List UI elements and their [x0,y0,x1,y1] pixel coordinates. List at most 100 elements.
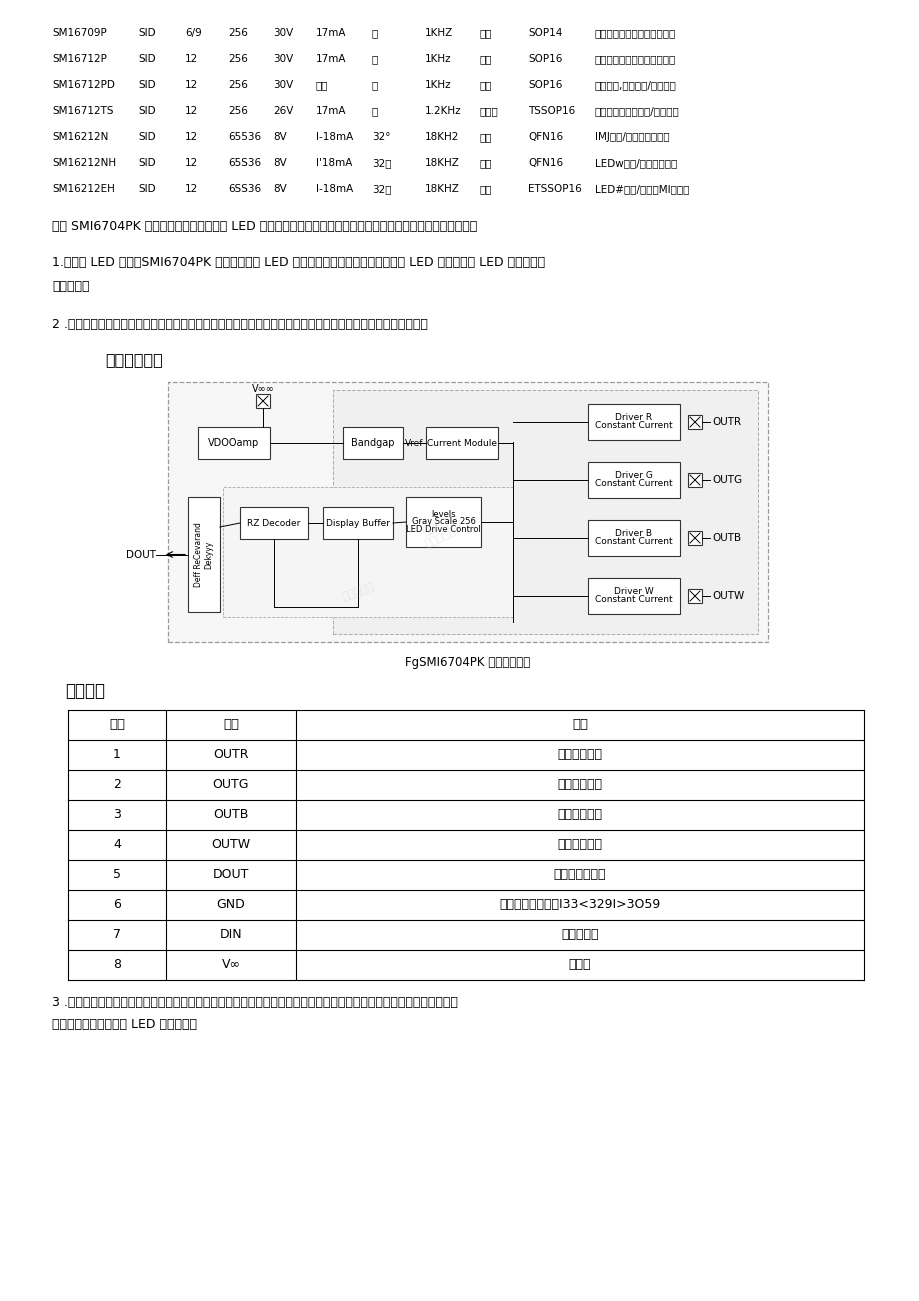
Bar [240,507,308,539]
Bar [405,497,481,546]
Bar [323,507,392,539]
Text: TSSOP16: TSSOP16 [528,105,574,116]
Text: 30V: 30V [273,29,293,38]
Text: SOP16: SOP16 [528,79,562,90]
Bar [168,382,767,641]
Text: 亮白光: 亮白光 [480,105,498,116]
Text: 12: 12 [185,131,198,142]
Text: Current Module: Current Module [426,438,496,448]
Text: FgSMI6704PK 内部功能框图: FgSMI6704PK 内部功能框图 [405,656,530,669]
Text: Constant Current: Constant Current [595,422,672,431]
Bar [687,474,701,487]
Text: DIN: DIN [220,929,242,942]
Text: 256: 256 [228,105,247,116]
Text: 和便利性。: 和便利性。 [52,280,89,293]
Text: 级联信号装出端: 级联信号装出端 [553,869,606,882]
Text: 30V: 30V [273,55,293,64]
Text: 65S36: 65S36 [228,157,261,168]
Text: SID: SID [138,79,155,90]
Text: 信号输入端: 信号输入端 [561,929,598,942]
Bar [587,405,679,440]
Text: 6/9: 6/9 [185,29,201,38]
Text: SM16709P: SM16709P [52,29,107,38]
Text: levels: levels [431,510,455,519]
Text: SID: SID [138,157,155,168]
Text: Gray Scale 256: Gray Scale 256 [411,518,475,527]
Text: 8: 8 [113,959,121,972]
Text: V∞∞: V∞∞ [251,384,274,394]
Text: DOUT: DOUT [212,869,249,882]
Text: 装饰照明、建筑外切情景照明: 装饰照明、建筑外切情景照明 [595,55,675,64]
Text: 30V: 30V [273,79,293,90]
Text: SID: SID [138,105,155,116]
Text: 26V: 26V [273,105,293,116]
Text: Driver W: Driver W [614,588,653,596]
Text: OUTG: OUTG [711,475,742,485]
Text: 32级: 32级 [371,157,391,168]
Text: 8V: 8V [273,157,287,168]
Text: Bandgap: Bandgap [351,438,394,448]
Text: 名称: 名称 [222,718,239,731]
Text: SID: SID [138,29,155,38]
Text: SM16212NH: SM16212NH [52,157,116,168]
Text: SM16712P: SM16712P [52,55,107,64]
Bar [587,520,679,556]
Text: 编号: 编号 [108,718,125,731]
Text: Vref: Vref [404,438,423,448]
Text: 256: 256 [228,55,247,64]
Text: 恒流物动端口: 恒流物动端口 [557,748,602,761]
Text: 8V: 8V [273,183,287,194]
Text: 8V: 8V [273,131,287,142]
Text: 装饰照明、建筑外觉/情景照明: 装饰照明、建筑外觉/情景照明 [595,105,679,116]
Text: 1.2KHz: 1.2KHz [425,105,461,116]
Text: 17mA: 17mA [315,105,346,116]
Text: 5: 5 [113,869,121,882]
Text: 功能: 功能 [572,718,587,731]
Text: 白光: 白光 [480,55,492,64]
Text: 电源端: 电源端 [568,959,591,972]
Bar [187,497,220,611]
Bar [425,427,497,459]
Text: V∞: V∞ [221,959,240,972]
Text: 关闭: 关闭 [480,131,492,142]
Text: 装饰照明、建筑外知情景照明: 装饰照明、建筑外知情景照明 [595,29,675,38]
Text: 18KHZ: 18KHZ [425,183,460,194]
Text: 3: 3 [113,808,120,821]
Text: 17mA: 17mA [315,29,346,38]
Text: 内部功能框图: 内部功能框图 [105,353,163,367]
Text: LEDw条屏/透明屏明灯其: LEDw条屏/透明屏明灯其 [595,157,676,168]
Text: 1KHz: 1KHz [425,79,451,90]
Text: 7: 7 [113,929,121,942]
Text: 3 .单极性归零码数据协议：该芒片采用单极性归零码数据协议，这种协议具有数据传输速度快、抗干扰能力强、传输距离: 3 .单极性归零码数据协议：该芒片采用单极性归零码数据协议，这种协议具有数据传输… [52,997,458,1010]
Text: 6: 6 [113,899,120,912]
Bar [198,427,269,459]
Text: SOP16: SOP16 [528,55,562,64]
Text: 18KH2: 18KH2 [425,131,459,142]
Text: I'18mA: I'18mA [315,157,352,168]
Text: 6SS36: 6SS36 [228,183,261,194]
Text: LED Drive Control: LED Drive Control [405,526,481,533]
Bar [255,394,269,409]
Text: 关闭: 关闭 [480,157,492,168]
Text: SM16212EH: SM16212EH [52,183,115,194]
Text: OUTR: OUTR [711,418,741,427]
Text: SID: SID [138,131,155,142]
Text: I-18mA: I-18mA [315,131,353,142]
Text: OUTB: OUTB [711,533,741,543]
Bar [587,578,679,614]
Text: RZ Decoder: RZ Decoder [247,519,301,527]
Text: VDOOamp: VDOOamp [208,438,259,448]
Text: Driver G: Driver G [615,471,652,480]
Text: 敏锐科电
超好，尤子: 敏锐科电 超好，尤子 [418,515,457,549]
Text: 2: 2 [113,778,120,791]
Text: 接地战技术支持：I33<329I>3O59: 接地战技术支持：I33<329I>3O59 [499,899,660,912]
Text: QFN16: QFN16 [528,131,562,142]
Text: SM16712PD: SM16712PD [52,79,115,90]
Text: OUTW: OUTW [711,591,743,601]
Text: 其中 SMI6704PK 就是一款非常出色的多路 LED 驱动芒片，具有许多优点。以下是该芒片的一些主要特点和功能：: 其中 SMI6704PK 就是一款非常出色的多路 LED 驱动芒片，具有许多优点… [52,220,477,233]
Text: SM16712TS: SM16712TS [52,105,113,116]
Bar [587,462,679,498]
Text: 管脚说明: 管脚说明 [65,682,105,700]
Text: QFN16: QFN16 [528,157,562,168]
Text: 12: 12 [185,55,198,64]
